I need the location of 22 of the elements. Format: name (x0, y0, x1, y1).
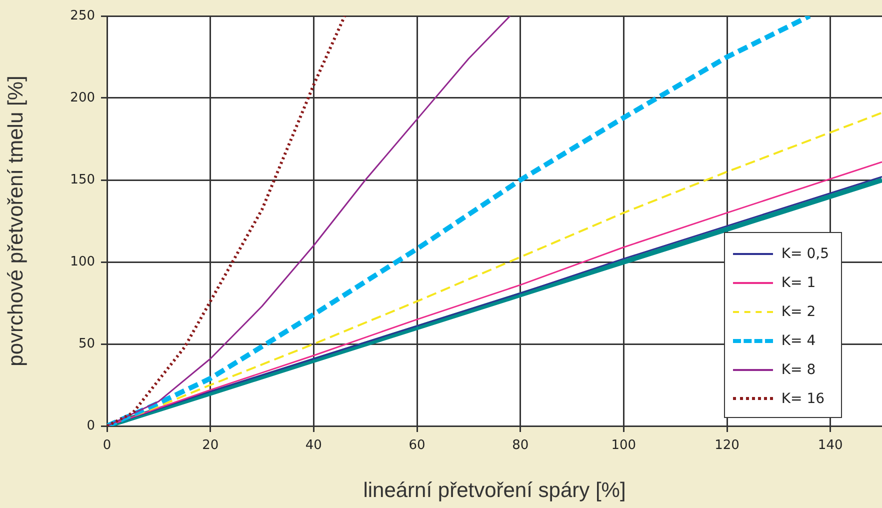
legend-label: K= 4 (781, 332, 816, 348)
legend-label: K= 0,5 (781, 246, 829, 262)
x-tick-label: 0 (102, 438, 112, 454)
x-tick-label: 80 (512, 438, 529, 454)
legend-label: K= 16 (781, 390, 825, 406)
legend-label: K= 1 (781, 274, 816, 290)
x-tick-label: 20 (202, 438, 219, 454)
x-tick-label: 40 (305, 438, 322, 454)
x-tick-label: 120 (714, 438, 740, 454)
x-tick-label: 100 (611, 438, 636, 454)
y-tick-label: 100 (70, 254, 95, 270)
y-tick-label: 0 (86, 418, 95, 434)
y-tick-label: 200 (70, 90, 95, 106)
x-tick-label: 140 (818, 438, 843, 454)
y-tick-label: 50 (78, 336, 95, 352)
y-tick-label: 150 (70, 172, 95, 188)
y-tick-label: 250 (70, 8, 95, 24)
legend-label: K= 8 (781, 362, 816, 378)
x-tick-label: 60 (408, 438, 426, 454)
legend-label: K= 2 (781, 304, 816, 320)
y-axis-title: povrchové přetvoření tmelu [%] (4, 76, 28, 366)
x-axis-title: lineární přetvoření spáry [%] (363, 479, 626, 502)
